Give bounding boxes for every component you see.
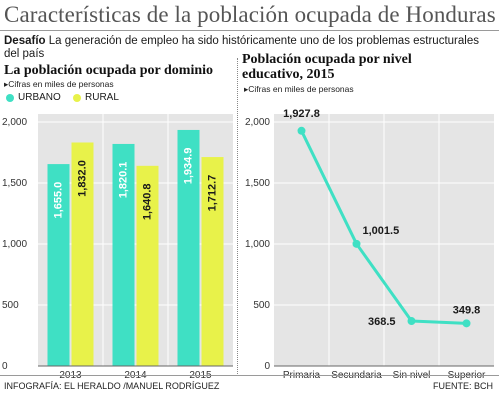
legend-rural: RURAL [73, 92, 119, 103]
footer-source: FUENTE: BCH [432, 381, 493, 391]
subtitle-marker: ▸ [4, 79, 9, 89]
y-tick-label: 1,000 [245, 239, 270, 250]
right-chart-title: Población ocupada por nivel educativo, 2… [242, 52, 412, 82]
y-tick-label: 2,000 [245, 117, 270, 128]
left-subtitle-text: Cifras en miles de personas [8, 79, 114, 89]
bar-value-label: 1,712.7 [207, 175, 219, 212]
title-divider [0, 30, 499, 31]
left-bar-chart: 05001,0001,5002,0001,655.01,832.020131,8… [2, 114, 233, 380]
plot-area [38, 114, 233, 366]
right-subtitle-text: Cifras en miles de personas [248, 84, 354, 94]
y-tick-label: 1,500 [2, 178, 27, 189]
bar [177, 129, 200, 366]
data-label: 349.8 [453, 304, 481, 316]
bar [201, 157, 224, 366]
left-chart-title: La población ocupada por dominio [4, 63, 214, 78]
subtitle-marker: ▸ [244, 84, 249, 94]
y-tick-label: 0 [264, 361, 270, 372]
y-tick-label: 0 [2, 361, 8, 372]
bar [112, 143, 135, 366]
legend-label-urbano: URBANO [18, 92, 61, 103]
data-point [297, 126, 306, 135]
legend-urbano: URBANO [6, 92, 61, 103]
bar-value-label: 1,820.1 [118, 162, 130, 199]
bar-value-label: 1,934.9 [183, 148, 195, 185]
right-chart-subtitle: ▸Cifras en miles de personas [244, 84, 354, 95]
bar-value-label: 1,640.8 [142, 183, 154, 220]
bar [71, 142, 94, 366]
data-label: 368.5 [368, 316, 396, 328]
y-tick-label: 500 [2, 300, 19, 311]
bar [47, 164, 70, 366]
y-tick-label: 1,500 [245, 178, 270, 189]
data-point [462, 319, 471, 328]
data-point [352, 239, 361, 248]
y-tick-label: 1,000 [2, 239, 27, 250]
page-title: Características de la población ocupada … [4, 2, 496, 27]
intro-text: Desafío La generación de empleo ha sido … [4, 35, 494, 61]
intro-bold: Desafío [4, 35, 46, 47]
bar [136, 165, 159, 366]
bar-value-label: 1,832.0 [77, 160, 89, 197]
chart-divider [237, 58, 238, 374]
series-line [300, 130, 467, 325]
data-label: 1,927.8 [283, 108, 320, 120]
y-tick-label: 500 [253, 300, 270, 311]
legend-swatch-urbano [6, 93, 14, 102]
left-chart-subtitle: ▸Cifras en miles de personas [4, 79, 114, 90]
y-tick-label: 2,000 [2, 117, 27, 128]
data-point [407, 317, 416, 326]
legend-label-rural: RURAL [85, 92, 119, 103]
footer-divider [0, 375, 499, 376]
footer-credit: INFOGRAFÍA: EL HERALDO /MANUEL RODRÍGUEZ [4, 381, 220, 391]
right-line-chart: 05001,0001,5002,0001,927.8Primaria1,001.… [245, 108, 494, 380]
bar-value-label: 1,655.0 [53, 182, 65, 219]
legend-swatch-rural [73, 93, 81, 102]
intro-body: La generación de empleo ha sido históric… [4, 35, 479, 60]
data-label: 1,001.5 [363, 225, 400, 237]
